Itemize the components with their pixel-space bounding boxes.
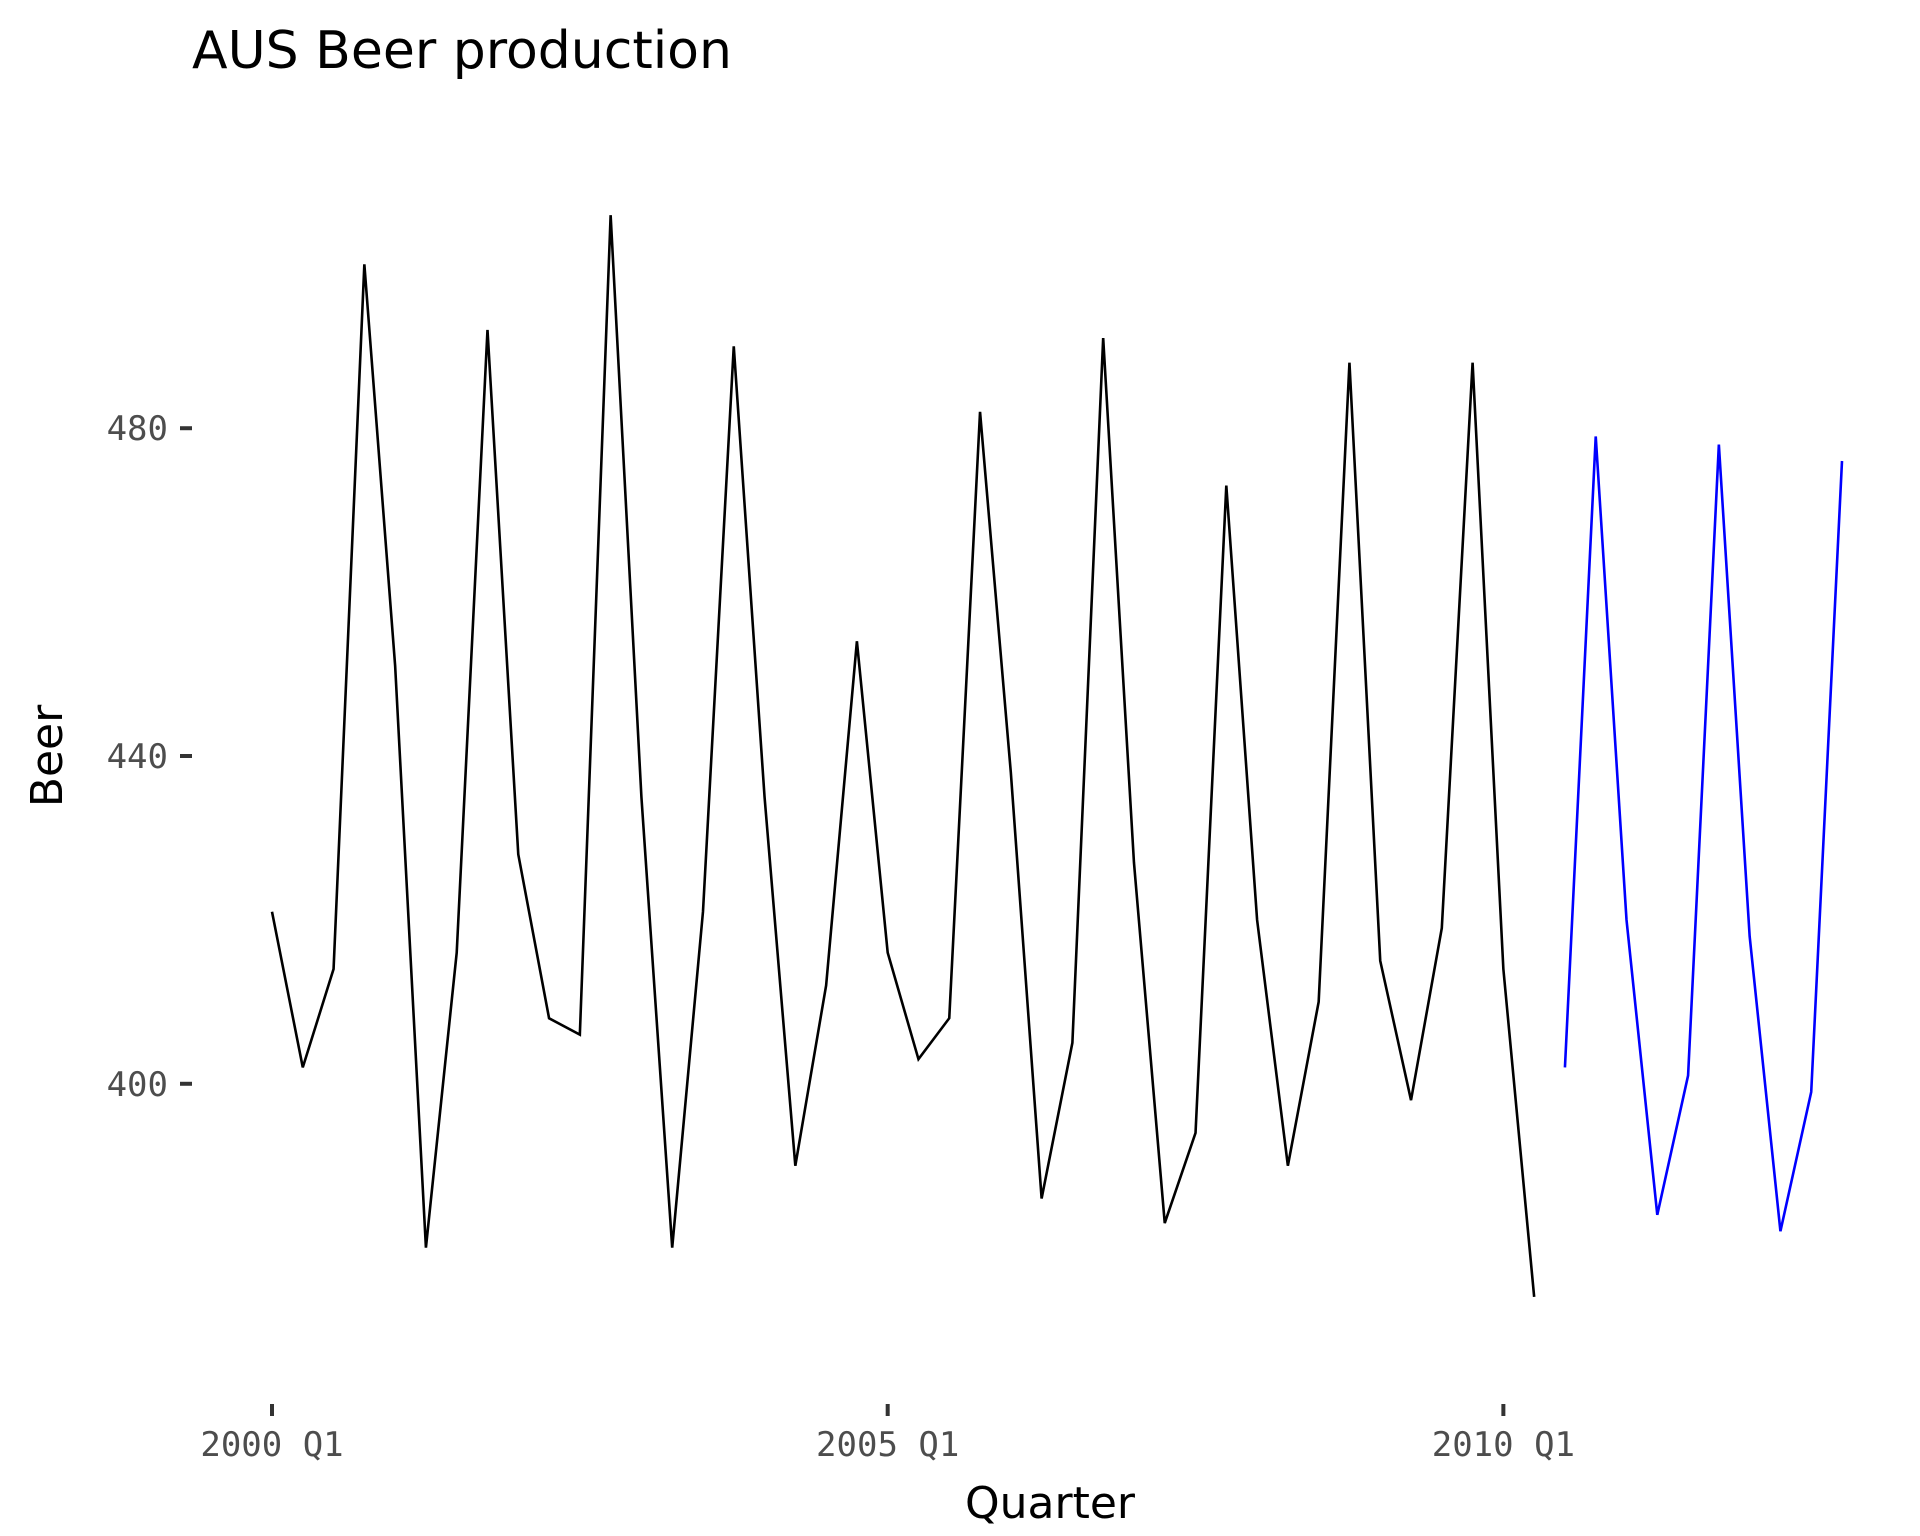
chart-title: AUS Beer production (192, 21, 732, 81)
x-tick-label: 2000 Q1 (200, 1425, 343, 1465)
y-tick-label: 440 (107, 737, 168, 777)
x-tick-label: 2010 Q1 (1432, 1425, 1575, 1465)
series-1 (1563, 436, 1844, 1232)
plot-area (270, 215, 1844, 1297)
y-axis: 400 440 480 (107, 409, 192, 1105)
series-line-0 (270, 215, 1536, 1297)
series-0 (270, 215, 1536, 1297)
x-tick-label: 2005 Q1 (816, 1425, 959, 1465)
series-line-1 (1563, 436, 1844, 1232)
x-axis: 2000 Q1 2005 Q1 2010 Q1 (200, 1404, 1575, 1465)
y-axis-title: Beer (22, 704, 73, 807)
y-tick-label: 400 (107, 1065, 168, 1105)
x-axis-title: Quarter (965, 1478, 1136, 1529)
y-tick-label: 480 (107, 409, 168, 449)
